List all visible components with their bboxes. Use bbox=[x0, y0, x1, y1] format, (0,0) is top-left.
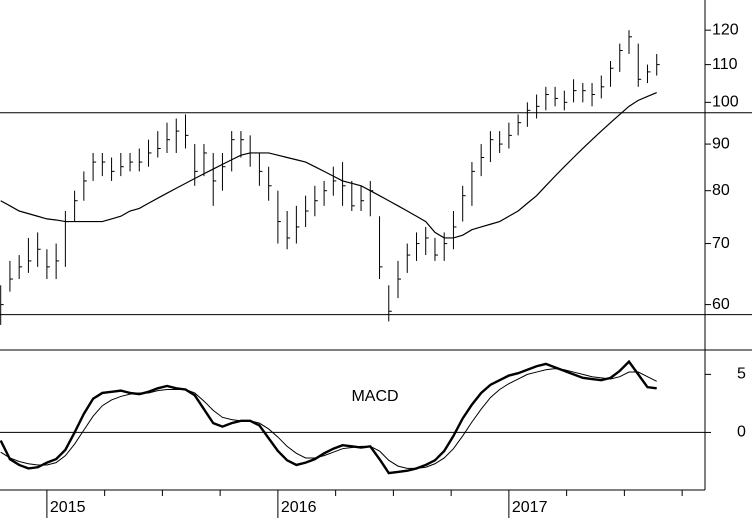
y-tick-label: 70 bbox=[712, 235, 730, 252]
y-tick-label: 110 bbox=[712, 56, 738, 73]
x-tick-label: 2017 bbox=[512, 499, 548, 516]
signal-line bbox=[0, 368, 657, 469]
macd-line bbox=[0, 359, 657, 475]
y-tick-label: 60 bbox=[712, 296, 730, 313]
y-tick-label: 5 bbox=[737, 366, 746, 383]
moving-average bbox=[0, 92, 657, 239]
y-tick-label: 0 bbox=[737, 424, 746, 441]
x-tick-label: 2016 bbox=[281, 499, 317, 516]
y-tick-label: 100 bbox=[712, 94, 739, 111]
y-tick-label: 120 bbox=[712, 21, 739, 38]
x-tick-label: 2015 bbox=[50, 499, 86, 516]
macd-label: MACD bbox=[351, 388, 398, 405]
y-tick-label: 80 bbox=[712, 182, 730, 199]
y-tick-label: 90 bbox=[712, 135, 730, 152]
